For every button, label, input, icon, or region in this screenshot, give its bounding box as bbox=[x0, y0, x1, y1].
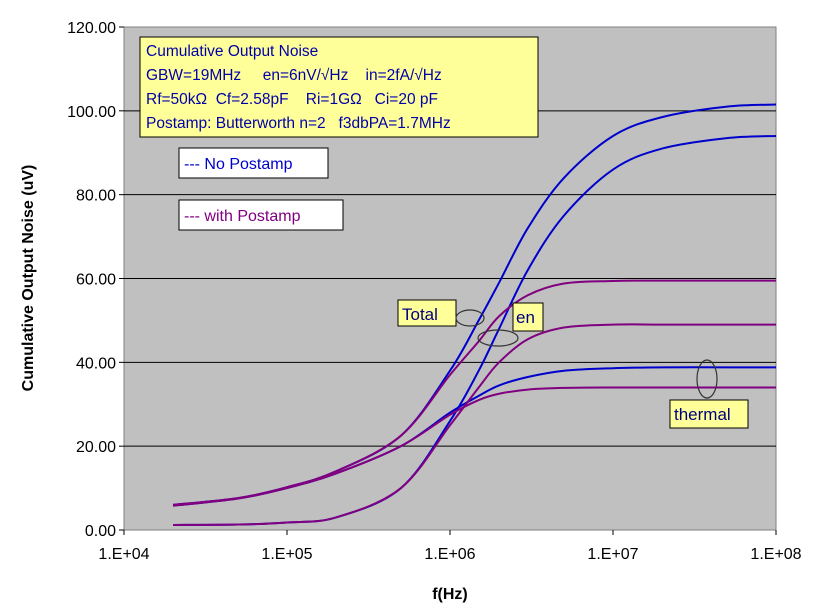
annotation-en-label: en bbox=[516, 308, 535, 327]
info-line: GBW=19MHz en=6nV/√Hz in=2fA/√Hz bbox=[146, 67, 442, 84]
annotation-thermal: thermal bbox=[669, 359, 749, 429]
info-box: Cumulative Output Noise GBW=19MHz en=6nV… bbox=[139, 36, 539, 138]
info-line: Postamp: Butterworth n=2 f3dbPA=1.7MHz bbox=[146, 115, 451, 132]
series-with-postamp-thermal bbox=[172, 386, 776, 507]
x-tick-label: 1.E+08 bbox=[750, 546, 801, 563]
y-tick-label: 40.00 bbox=[76, 355, 116, 372]
x-axis-label: f(Hz) bbox=[432, 586, 468, 603]
y-tick-label: 60.00 bbox=[76, 272, 116, 289]
x-tick-label: 1.E+04 bbox=[98, 546, 149, 563]
legend-with-postamp: --- with Postamp bbox=[178, 199, 344, 231]
annotation-total: Total bbox=[397, 299, 485, 327]
y-tick-label: 80.00 bbox=[76, 188, 116, 205]
legend-label: --- No Postamp bbox=[184, 156, 293, 173]
legend-no-postamp: --- No Postamp bbox=[178, 147, 329, 179]
x-tick-label: 1.E+07 bbox=[587, 546, 638, 563]
legend-label: --- with Postamp bbox=[184, 208, 301, 225]
y-tick-label: 20.00 bbox=[76, 439, 116, 456]
series-with-postamp-en bbox=[173, 323, 776, 526]
annotation-thermal-label: thermal bbox=[674, 405, 731, 424]
y-tick-label: 100.00 bbox=[67, 104, 116, 121]
y-tick-label: 0.00 bbox=[85, 523, 116, 540]
annotation-total-label: Total bbox=[402, 305, 438, 324]
x-tick-label: 1.E+05 bbox=[261, 546, 312, 563]
info-line: Rf=50kΩ Cf=2.58pF Ri=1GΩ Ci=20 pF bbox=[146, 91, 438, 108]
annotation-en: en bbox=[477, 302, 544, 347]
x-tick-label: 1.E+06 bbox=[424, 546, 475, 563]
info-line: Cumulative Output Noise bbox=[146, 43, 318, 60]
y-axis-label: Cumulative Output Noise (uV) bbox=[20, 165, 37, 392]
y-tick-label: 120.00 bbox=[67, 20, 116, 37]
